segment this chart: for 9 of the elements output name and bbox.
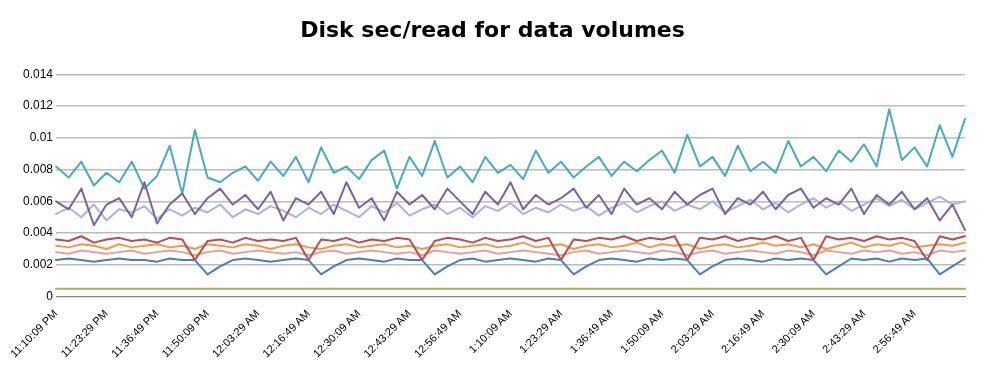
y-tick-label: 0.008 [23, 161, 54, 176]
y-tick-label: 0.01 [29, 130, 54, 145]
chart-title: Disk sec/read for data volumes [300, 16, 685, 42]
y-tick-label: 0.002 [23, 257, 54, 272]
y-tick-label: 0.014 [23, 66, 54, 81]
y-tick-label: 0.012 [23, 98, 54, 113]
y-tick-label: 0 [46, 288, 54, 303]
y-tick-label: 0.004 [23, 225, 54, 240]
y-tick-label: 0.006 [23, 193, 54, 208]
